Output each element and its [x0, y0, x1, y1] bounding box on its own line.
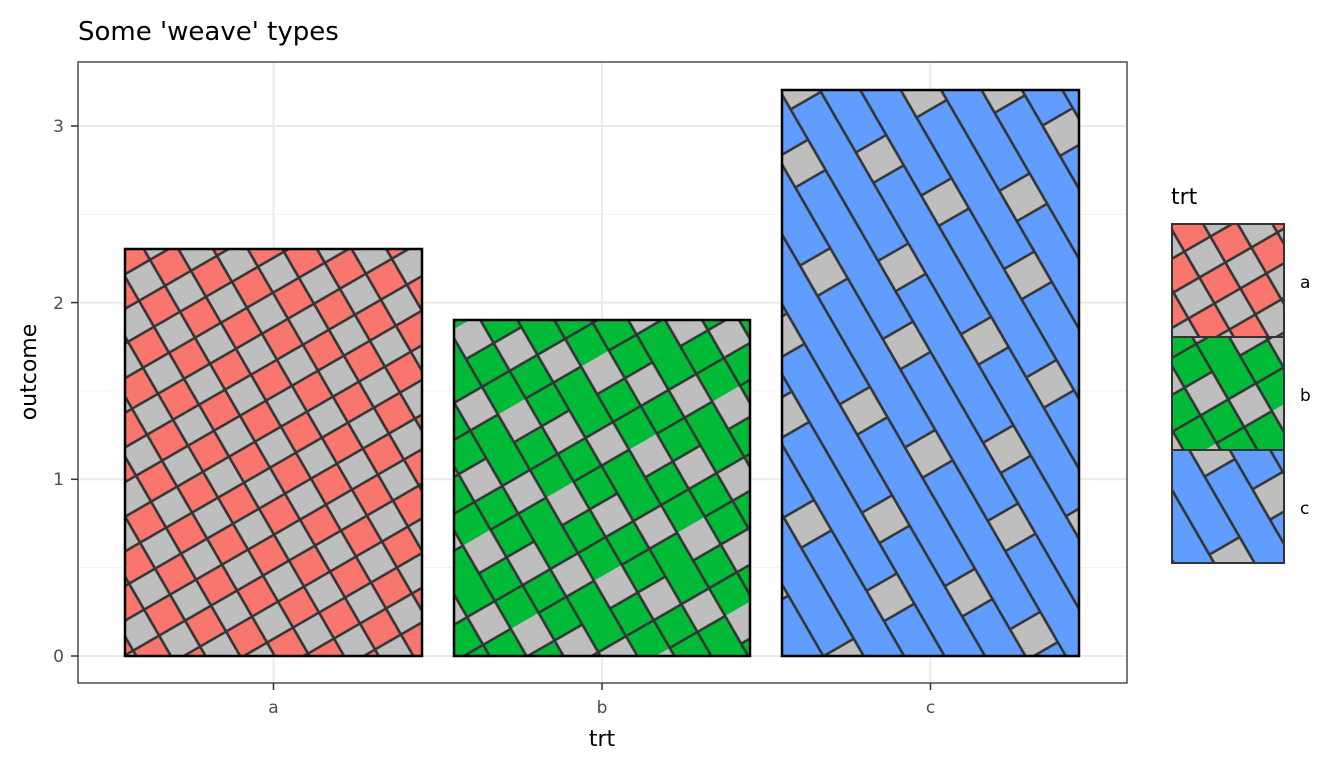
x-axis-title: trt — [589, 727, 616, 752]
legend-label-c: c — [1300, 499, 1309, 519]
bar-a — [123, 247, 424, 658]
y-axis-labels: 0 1 2 3 — [53, 117, 64, 667]
legend-label-a: a — [1300, 273, 1310, 293]
x-tick-b: b — [597, 698, 608, 718]
y-tick-1: 1 — [53, 470, 64, 490]
legend-title: trt — [1171, 185, 1198, 210]
legend-key-b — [1171, 336, 1285, 451]
x-tick-a: a — [268, 698, 278, 718]
legend: trt a b c — [1171, 185, 1311, 564]
chart-title: Some 'weave' types — [78, 17, 339, 47]
x-axis-labels: a b c — [268, 698, 935, 718]
legend-key-c — [1171, 449, 1285, 564]
legend-label-b: b — [1300, 386, 1311, 406]
y-axis-title: outcome — [17, 324, 42, 421]
bar-b — [452, 318, 752, 658]
y-tick-0: 0 — [53, 647, 64, 667]
y-tick-2: 2 — [53, 294, 64, 314]
legend-key-a — [1171, 223, 1285, 338]
x-axis-ticks — [272, 683, 932, 690]
bar-c — [780, 88, 1081, 658]
x-tick-c: c — [926, 698, 935, 718]
bars — [123, 88, 1081, 658]
y-tick-3: 3 — [53, 117, 64, 137]
y-axis-ticks — [71, 125, 78, 657]
